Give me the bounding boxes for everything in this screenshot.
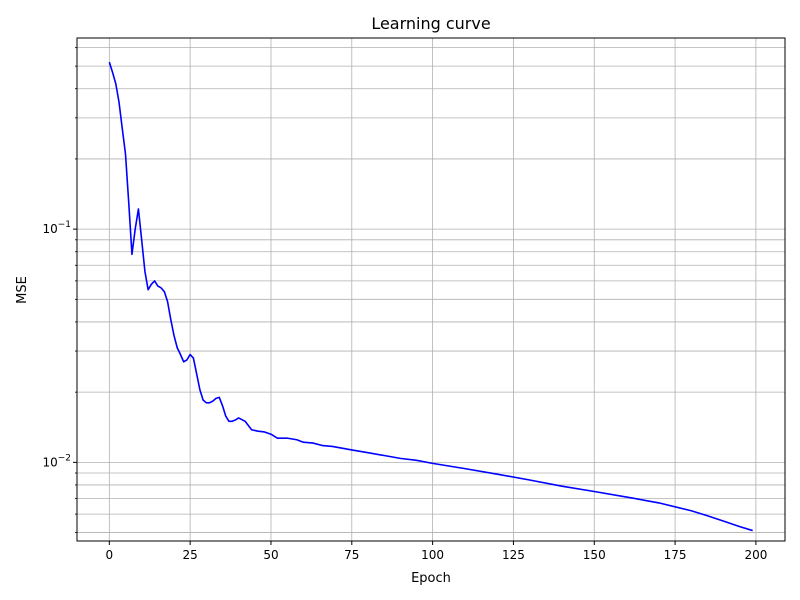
y-axis-ticks: 10−2 10−1 <box>42 47 77 533</box>
series-lines <box>108 61 753 532</box>
x-tick-label: 0 <box>106 548 114 562</box>
x-tick-label: 100 <box>421 548 444 562</box>
x-tick-label: 75 <box>344 548 359 562</box>
x-tick-label: 25 <box>183 548 198 562</box>
grid <box>77 38 785 541</box>
x-tick-label: 50 <box>263 548 278 562</box>
x-tick-label: 150 <box>583 548 606 562</box>
x-tick-label: 175 <box>664 548 687 562</box>
y-tick-label: 10−2 <box>42 453 71 469</box>
x-axis-ticks: 0 25 50 75 100 125 150 175 200 <box>106 541 767 562</box>
x-tick-label: 200 <box>744 548 767 562</box>
x-axis-label: Epoch <box>411 571 451 586</box>
y-axis-label: MSE <box>15 276 30 304</box>
plot-area-frame <box>76 37 786 542</box>
y-tick-label: 10−1 <box>42 220 71 236</box>
chart-title: Learning curve <box>371 14 490 33</box>
series-line <box>108 61 753 532</box>
x-tick-label: 125 <box>502 548 525 562</box>
